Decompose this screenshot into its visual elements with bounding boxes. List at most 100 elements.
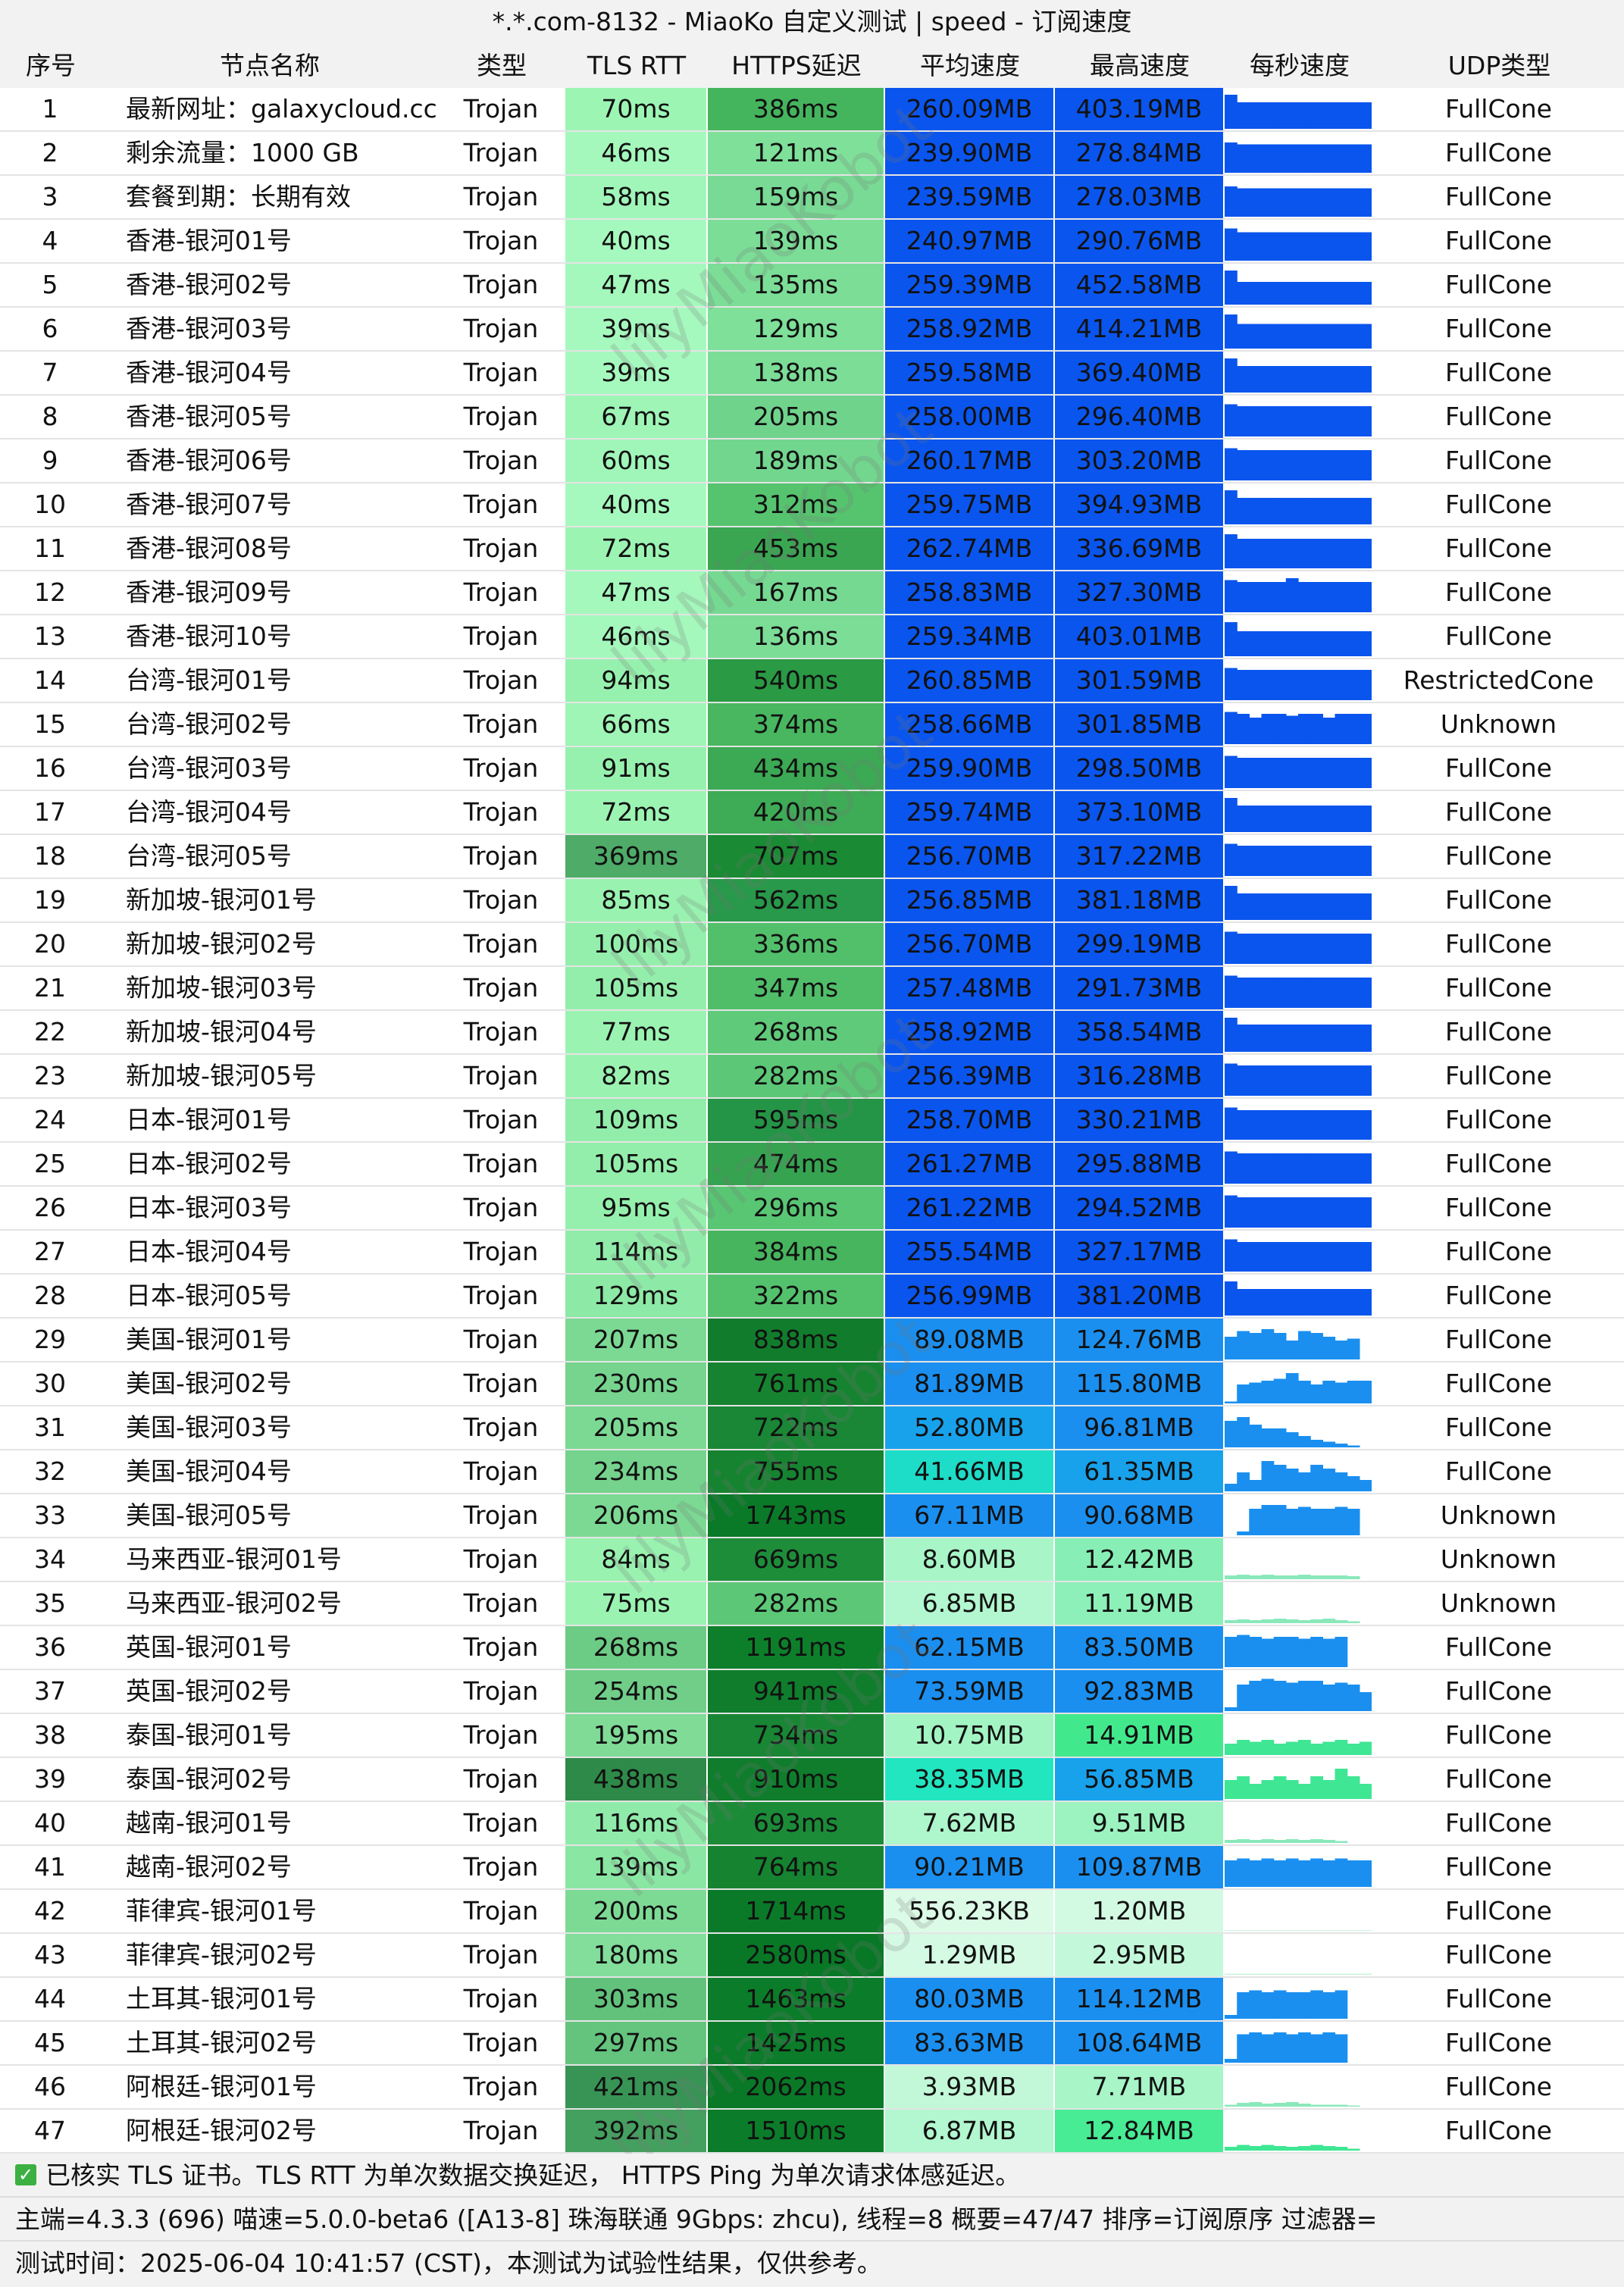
col-no-cell: 6 — [0, 308, 102, 350]
header-col-name[interactable]: 节点名称 — [220, 51, 320, 80]
table-row[interactable]: 23 新加坡-银河05号 Trojan 82ms 282ms 256.39MB 316.28… — [0, 1055, 1624, 1099]
sparkline-bar — [1249, 282, 1263, 305]
header-col-tls-rtt[interactable]: TLS RTT — [587, 51, 687, 80]
col-max-speed-cell: 394.93MB — [1055, 483, 1225, 526]
table-row[interactable]: 20 新加坡-银河02号 Trojan 100ms 336ms 256.70MB 299.1… — [0, 923, 1624, 967]
sparkline-svg — [1225, 886, 1372, 920]
sparkline-bar — [1298, 1860, 1311, 1887]
table-row[interactable]: 37 英国-银河02号 Trojan 254ms 941ms 73.59MB 92.83MB… — [0, 1670, 1624, 1714]
table-row[interactable]: 38 泰国-银河01号 Trojan 195ms 734ms 10.75MB 14.91MB… — [0, 1714, 1624, 1758]
sparkline-bar — [1335, 1682, 1348, 1711]
table-row[interactable]: 25 日本-银河02号 Trojan 105ms 474ms 261.27MB 295.88… — [0, 1143, 1624, 1187]
col-tls-rtt-cell: 180ms — [565, 1934, 708, 1976]
table-row[interactable]: 8 香港-银河05号 Trojan 67ms 205ms 258.00MB 296.40MB… — [0, 396, 1624, 440]
col-name-cell: 香港-银河03号 — [102, 308, 438, 350]
sparkline-bar — [1249, 758, 1263, 788]
table-row[interactable]: 18 台湾-银河05号 Trojan 369ms 707ms 256.70MB 317.22… — [0, 835, 1624, 879]
header-col-per-second[interactable]: 每秒速度 — [1250, 51, 1350, 80]
table-row[interactable]: 7 香港-银河04号 Trojan 39ms 138ms 259.58MB 369.40MB… — [0, 352, 1624, 396]
table-row[interactable]: 46 阿根廷-银河01号 Trojan 421ms 2062ms 3.93MB 7.71MB… — [0, 2066, 1624, 2110]
table-row[interactable]: 31 美国-银河03号 Trojan 205ms 722ms 52.80MB 96.81MB… — [0, 1406, 1624, 1450]
col-tls-rtt-cell: 39ms — [565, 352, 708, 394]
table-row[interactable]: 26 日本-银河03号 Trojan 95ms 296ms 261.22MB 294.52M… — [0, 1187, 1624, 1231]
header-col-https[interactable]: HTTPS延迟 — [731, 51, 862, 80]
sparkline-svg — [1237, 1505, 1360, 1535]
table-row[interactable]: 41 越南-银河02号 Trojan 139ms 764ms 90.21MB 109.87M… — [0, 1846, 1624, 1890]
table-row[interactable]: 12 香港-银河09号 Trojan 47ms 167ms 258.83MB 327.30M… — [0, 571, 1624, 615]
table-row[interactable]: 47 阿根廷-银河02号 Trojan 392ms 1510ms 6.87MB 12.84M… — [0, 2110, 1624, 2154]
col-max-speed-cell: 12.42MB — [1055, 1538, 1225, 1581]
table-row[interactable]: 9 香港-银河06号 Trojan 60ms 189ms 260.17MB 303.20MB… — [0, 440, 1624, 483]
table-row[interactable]: 13 香港-银河10号 Trojan 46ms 136ms 259.34MB 403.01M… — [0, 615, 1624, 659]
sparkline-bar — [1273, 1065, 1287, 1096]
table-row[interactable]: 15 台湾-银河02号 Trojan 66ms 374ms 258.66MB 301.85M… — [0, 703, 1624, 747]
sparkline-bar — [1249, 1110, 1263, 1140]
table-row[interactable]: 2 剩余流量：1000 GB Trojan 46ms 121ms 239.90MB 278.… — [0, 132, 1624, 176]
sparkline-bar — [1310, 806, 1323, 832]
col-tls-rtt-cell: 85ms — [565, 879, 708, 921]
table-row[interactable]: 35 马来西亚-银河02号 Trojan 75ms 282ms 6.85MB 11.19MB… — [0, 1582, 1624, 1626]
table-row[interactable]: 36 英国-银河01号 Trojan 268ms 1191ms 62.15MB 83.50M… — [0, 1626, 1624, 1670]
col-avg-speed-cell: 258.92MB — [885, 308, 1055, 350]
table-row[interactable]: 32 美国-银河04号 Trojan 234ms 755ms 41.66MB 61.35MB… — [0, 1450, 1624, 1494]
header-col-avg-speed[interactable]: 平均速度 — [920, 51, 1020, 80]
table-row[interactable]: 11 香港-银河08号 Trojan 72ms 453ms 262.74MB 336.69M… — [0, 527, 1624, 571]
table-row[interactable]: 29 美国-银河01号 Trojan 207ms 838ms 89.08MB 124.76M… — [0, 1319, 1624, 1363]
col-no-cell: 4 — [0, 220, 102, 262]
col-udp-cell: FullCone — [1375, 1406, 1624, 1449]
table-row[interactable]: 5 香港-银河02号 Trojan 47ms 135ms 259.39MB 452.58MB… — [0, 264, 1624, 308]
table-row[interactable]: 6 香港-银河03号 Trojan 39ms 129ms 258.92MB 414.21MB… — [0, 308, 1624, 352]
table-row[interactable]: 33 美国-银河05号 Trojan 206ms 1743ms 67.11MB 90.68M… — [0, 1494, 1624, 1538]
sparkline-bar — [1310, 1858, 1323, 1887]
sparkline-bar — [1273, 1744, 1287, 1755]
table-row[interactable]: 24 日本-银河01号 Trojan 109ms 595ms 258.70MB 330.21… — [0, 1099, 1624, 1143]
header-col-type[interactable]: 类型 — [477, 51, 527, 80]
table-row[interactable]: 21 新加坡-银河03号 Trojan 105ms 347ms 257.48MB 291.7… — [0, 967, 1624, 1011]
header-col-max-speed[interactable]: 最高速度 — [1090, 51, 1190, 80]
col-udp-cell: FullCone — [1375, 1275, 1624, 1317]
header-col-udp[interactable]: UDP类型 — [1447, 51, 1551, 80]
col-type-cell: Trojan — [438, 1538, 565, 1581]
sparkline-bar — [1237, 1740, 1250, 1755]
table-row[interactable]: 14 台湾-银河01号 Trojan 94ms 540ms 260.85MB 301.59M… — [0, 659, 1624, 703]
col-tls-rtt-cell: 46ms — [565, 615, 708, 658]
col-tls-rtt-cell: 72ms — [565, 791, 708, 834]
sparkline-svg — [1225, 1195, 1372, 1228]
table-row[interactable]: 19 新加坡-银河01号 Trojan 85ms 562ms 256.85MB 381.18… — [0, 879, 1624, 923]
sparkline-bar — [1347, 1930, 1360, 1931]
table-row[interactable]: 3 套餐到期：长期有效 Trojan 58ms 159ms 239.59MB 278.03M… — [0, 176, 1624, 220]
table-row[interactable]: 10 香港-银河07号 Trojan 40ms 312ms 259.75MB 394.93M… — [0, 483, 1624, 527]
table-row[interactable]: 4 香港-银河01号 Trojan 40ms 139ms 240.97MB 290.76MB… — [0, 220, 1624, 264]
sparkline-bar — [1261, 1678, 1275, 1711]
table-row[interactable]: 17 台湾-银河04号 Trojan 72ms 420ms 259.74MB 373.10M… — [0, 791, 1624, 835]
header-col-no[interactable]: 序号 — [26, 51, 76, 80]
sparkline-bar — [1322, 1575, 1336, 1579]
table-row[interactable]: 30 美国-银河02号 Trojan 230ms 761ms 81.89MB 115.80M… — [0, 1363, 1624, 1406]
col-type-cell: Trojan — [438, 88, 565, 130]
col-name-cell: 日本-银河04号 — [102, 1231, 438, 1273]
table-row[interactable]: 40 越南-银河01号 Trojan 116ms 693ms 7.62MB 9.51MB Fu… — [0, 1802, 1624, 1846]
table-row[interactable]: 22 新加坡-银河04号 Trojan 77ms 268ms 258.92MB 358.54… — [0, 1011, 1624, 1055]
sparkline-bar — [1237, 582, 1250, 612]
table-row[interactable]: 27 日本-银河04号 Trojan 114ms 384ms 255.54MB 327.17… — [0, 1231, 1624, 1275]
col-udp-cell: FullCone — [1375, 1890, 1624, 1932]
table-row[interactable]: 45 土耳其-银河02号 Trojan 297ms 1425ms 83.63MB 108.6… — [0, 2022, 1624, 2066]
table-row[interactable]: 28 日本-银河05号 Trojan 129ms 322ms 256.99MB 381.20… — [0, 1275, 1624, 1319]
sparkline-bar — [1298, 1153, 1311, 1184]
col-udp-cell: FullCone — [1375, 1450, 1624, 1493]
table-row[interactable]: 42 菲律宾-银河01号 Trojan 200ms 1714ms 556.23KB 1.20… — [0, 1890, 1624, 1934]
sparkline-bar — [1335, 1990, 1348, 2019]
col-type-cell: Trojan — [438, 1626, 565, 1669]
sparkline-bar — [1273, 2146, 1287, 2151]
table-row[interactable]: 16 台湾-银河03号 Trojan 91ms 434ms 259.90MB 298.50M… — [0, 747, 1624, 791]
col-tls-rtt-cell: 369ms — [565, 835, 708, 878]
speed-sparkline — [1225, 308, 1375, 350]
col-no-cell: 25 — [0, 1143, 102, 1185]
table-row[interactable]: 34 马来西亚-银河01号 Trojan 84ms 669ms 8.60MB 12.42MB… — [0, 1538, 1624, 1582]
sparkline-bar — [1310, 1065, 1323, 1096]
table-row[interactable]: 44 土耳其-银河01号 Trojan 303ms 1463ms 80.03MB 114.1… — [0, 1978, 1624, 2022]
table-row[interactable]: 39 泰国-银河02号 Trojan 438ms 910ms 38.35MB 56.85MB… — [0, 1758, 1624, 1802]
col-udp-cell: Unknown — [1375, 1494, 1624, 1537]
table-row[interactable]: 43 菲律宾-银河02号 Trojan 180ms 2580ms 1.29MB 2.95MB… — [0, 1934, 1624, 1978]
table-row[interactable]: 1 最新网址：galaxycloud.cc Trojan 70ms 386ms 260.0… — [0, 88, 1624, 132]
